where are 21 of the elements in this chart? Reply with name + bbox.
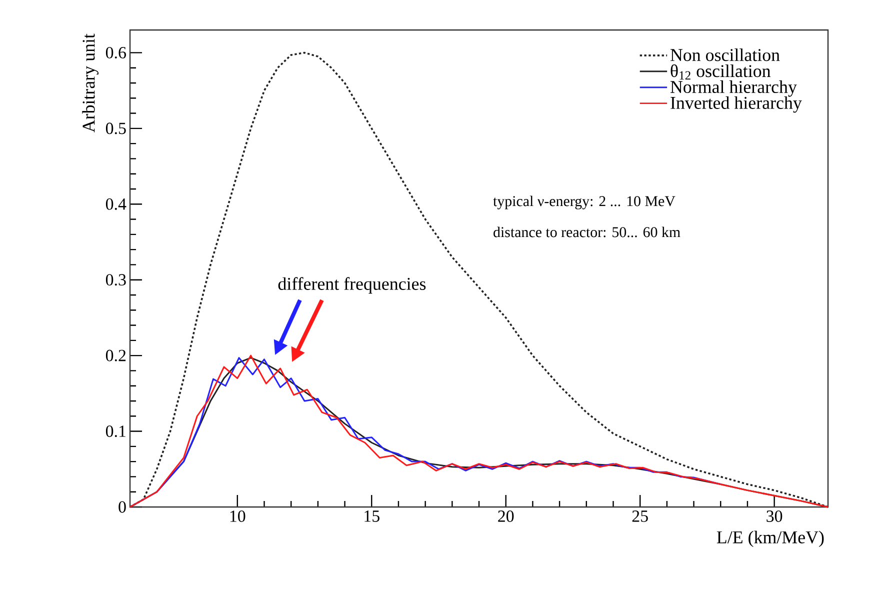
y-tick-label: 0.5 <box>106 122 126 134</box>
x-tick-label: 30 <box>766 510 782 522</box>
y-tick-label: 0.4 <box>106 198 126 210</box>
x-axis-title: L/E (km/MeV) <box>716 530 824 548</box>
y-tick-label: 0 <box>118 501 126 513</box>
y-tick-label: 0.2 <box>106 350 126 362</box>
legend-label: Inverted hierarchy <box>670 96 802 113</box>
y-axis-title: Arbitrary unit <box>82 34 98 132</box>
x-tick-label: 20 <box>498 510 514 522</box>
annotation: different frequencies <box>278 277 426 294</box>
legend-label: θ$_{12}$ oscillation <box>670 64 771 80</box>
legend-label: Normal hierarchy <box>670 80 797 97</box>
y-tick-label: 0.3 <box>106 274 126 286</box>
y-tick-label: 0.1 <box>106 426 126 438</box>
x-tick-label: 25 <box>632 510 648 522</box>
x-tick-label: 15 <box>364 510 380 522</box>
legend-label: Non oscillation <box>670 48 780 62</box>
annotation: typical ν-energy: 2 ... 10 MeV <box>493 196 676 210</box>
x-tick-label: 10 <box>230 510 246 522</box>
y-tick-label: 0.6 <box>106 46 126 58</box>
annotation: distance to reactor: 50... 60 km <box>494 226 680 238</box>
